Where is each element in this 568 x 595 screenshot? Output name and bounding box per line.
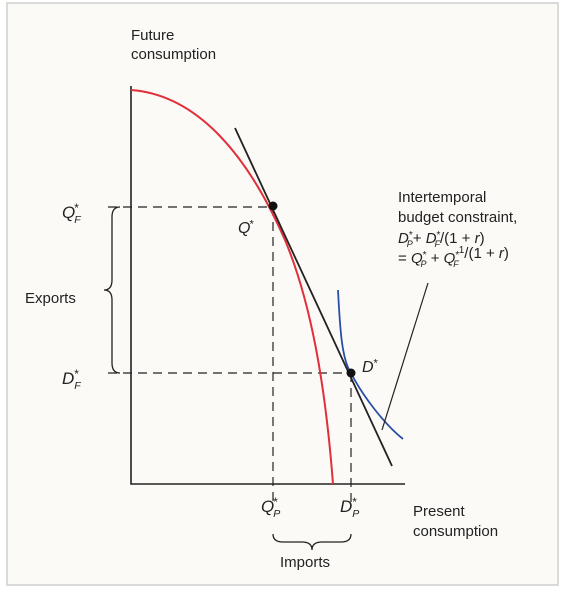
- symbol-label: Q *: [238, 218, 255, 237]
- formula-part: /(1 +: [440, 230, 475, 247]
- formula-part: +: [413, 230, 426, 247]
- symbol-sup: *: [374, 357, 379, 369]
- formula-part: r: [475, 230, 481, 247]
- formula-part: F: [434, 239, 440, 249]
- formula-part: Q: [411, 250, 423, 267]
- formula-part: /(1 +: [464, 245, 499, 262]
- production-frontier: [130, 89, 334, 485]
- annotation-pointer: [381, 282, 429, 431]
- point-d: [346, 368, 356, 378]
- formula-part: *: [409, 230, 413, 241]
- symbol-sub: F: [74, 214, 81, 226]
- symbol-letter: Q: [238, 220, 250, 237]
- symbol-sup: *: [250, 218, 255, 230]
- symbol-sub: P: [352, 508, 359, 520]
- symbol-letter: Q: [261, 497, 274, 516]
- guide-lines: [108, 206, 352, 505]
- point-q: [268, 201, 278, 211]
- imports-label: Imports: [280, 554, 330, 571]
- exports-label: Exports: [25, 290, 76, 307]
- formula-part: *: [437, 230, 441, 241]
- symbol-sup: *: [74, 201, 79, 215]
- annotation-text: Intertemporal: [398, 189, 486, 206]
- symbol-sup: *: [74, 367, 79, 381]
- annotation-text: budget constraint,: [398, 209, 517, 226]
- symbol-sup: *: [352, 495, 357, 509]
- imports-brace: [272, 533, 352, 551]
- formula-part: *: [423, 250, 427, 261]
- formula-part: ): [480, 230, 485, 247]
- symbol-letter: D: [340, 497, 352, 516]
- annotation-formula: = Q* P + Q* F1/(1 + r): [398, 245, 509, 269]
- x-axis-label: Present: [413, 503, 466, 520]
- x-axis-label: consumption: [413, 523, 498, 540]
- symbol-sub: P: [273, 508, 280, 520]
- formula-part: D: [426, 230, 437, 247]
- exports-brace: [103, 206, 121, 374]
- formula-part: P: [421, 259, 427, 269]
- formula-part: +: [427, 250, 444, 267]
- symbol-sup: *: [273, 495, 278, 509]
- symbol-label: D *P: [340, 495, 359, 520]
- symbol-label: Q *P: [261, 495, 280, 520]
- y-axis-label: Future: [131, 27, 174, 44]
- symbol-label: D *: [362, 357, 379, 376]
- budget-line: [234, 127, 393, 467]
- formula-part: ): [504, 245, 509, 262]
- axes: [130, 86, 405, 485]
- symbol-label: Q *F: [62, 201, 81, 226]
- formula-part: r: [499, 245, 505, 262]
- formula-part: P: [407, 239, 413, 249]
- formula-part: =: [398, 250, 411, 267]
- y-axis-label: consumption: [131, 46, 216, 63]
- symbol-sub: F: [74, 380, 81, 392]
- symbol-letter: Q: [62, 203, 75, 222]
- formula-part: D: [398, 230, 409, 247]
- frame: [6, 2, 559, 586]
- symbol-letter: D: [62, 369, 74, 388]
- formula-part: Q: [444, 250, 456, 267]
- formula-part: *: [455, 250, 459, 261]
- symbol-letter: D: [362, 359, 374, 376]
- formula-part: F: [453, 259, 459, 269]
- annotation-formula: D* P+ D* F/(1 + r): [398, 230, 485, 249]
- formula-part: 1: [459, 245, 465, 256]
- symbol-label: D *F: [62, 367, 81, 392]
